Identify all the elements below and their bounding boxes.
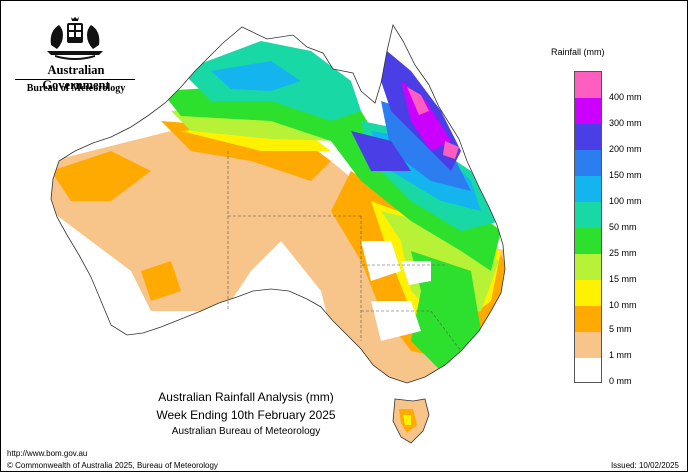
legend-color-bar [574, 71, 602, 383]
legend-label-25: 25 mm [609, 248, 637, 258]
legend-swatch-100 [575, 176, 601, 202]
legend-label-200: 200 mm [609, 144, 642, 154]
legend-label-15: 15 mm [609, 274, 637, 284]
legend-swatch-400 [575, 72, 601, 98]
legend-swatch-50 [575, 202, 601, 228]
australia-rainfall-map [50, 24, 506, 444]
website-link[interactable]: http://www.bom.gov.au [7, 449, 88, 458]
legend-swatch-25 [575, 228, 601, 254]
legend-label-150: 150 mm [609, 170, 642, 180]
title-divider [15, 79, 135, 80]
legend-label-400: 400 mm [609, 92, 642, 102]
legend-swatch-0 [575, 358, 601, 382]
map-period: Week Ending 10th February 2025 [156, 408, 336, 422]
legend-label-50: 50 mm [609, 222, 637, 232]
bureau-title: Bureau of Meteorology [26, 83, 126, 94]
legend-swatch-15 [575, 254, 601, 280]
map-source: Australian Bureau of Meteorology [171, 426, 321, 437]
legend-label-1: 1 mm [609, 350, 632, 360]
legend-label-0: 0 mm [609, 376, 632, 386]
legend-label-300: 300 mm [609, 118, 642, 128]
legend-swatch-5 [575, 306, 601, 332]
legend-swatch-10 [575, 280, 601, 306]
legend-title: Rainfall (mm) [551, 47, 605, 57]
legend-label-10: 10 mm [609, 300, 637, 310]
legend-label-5: 5 mm [609, 324, 632, 334]
legend-swatch-200 [575, 124, 601, 150]
legend-swatch-300 [575, 98, 601, 124]
legend-swatch-1 [575, 332, 601, 358]
government-title: Australian Government [42, 63, 110, 92]
copyright-text: © Commonwealth of Australia 2025, Bureau… [7, 461, 218, 470]
legend-label-100: 100 mm [609, 196, 642, 206]
coat-of-arms-icon [47, 17, 103, 60]
legend-swatch-150 [575, 150, 601, 176]
issued-date: Issued: 10/02/2025 [610, 461, 679, 470]
map-title: Australian Rainfall Analysis (mm) [158, 390, 334, 404]
